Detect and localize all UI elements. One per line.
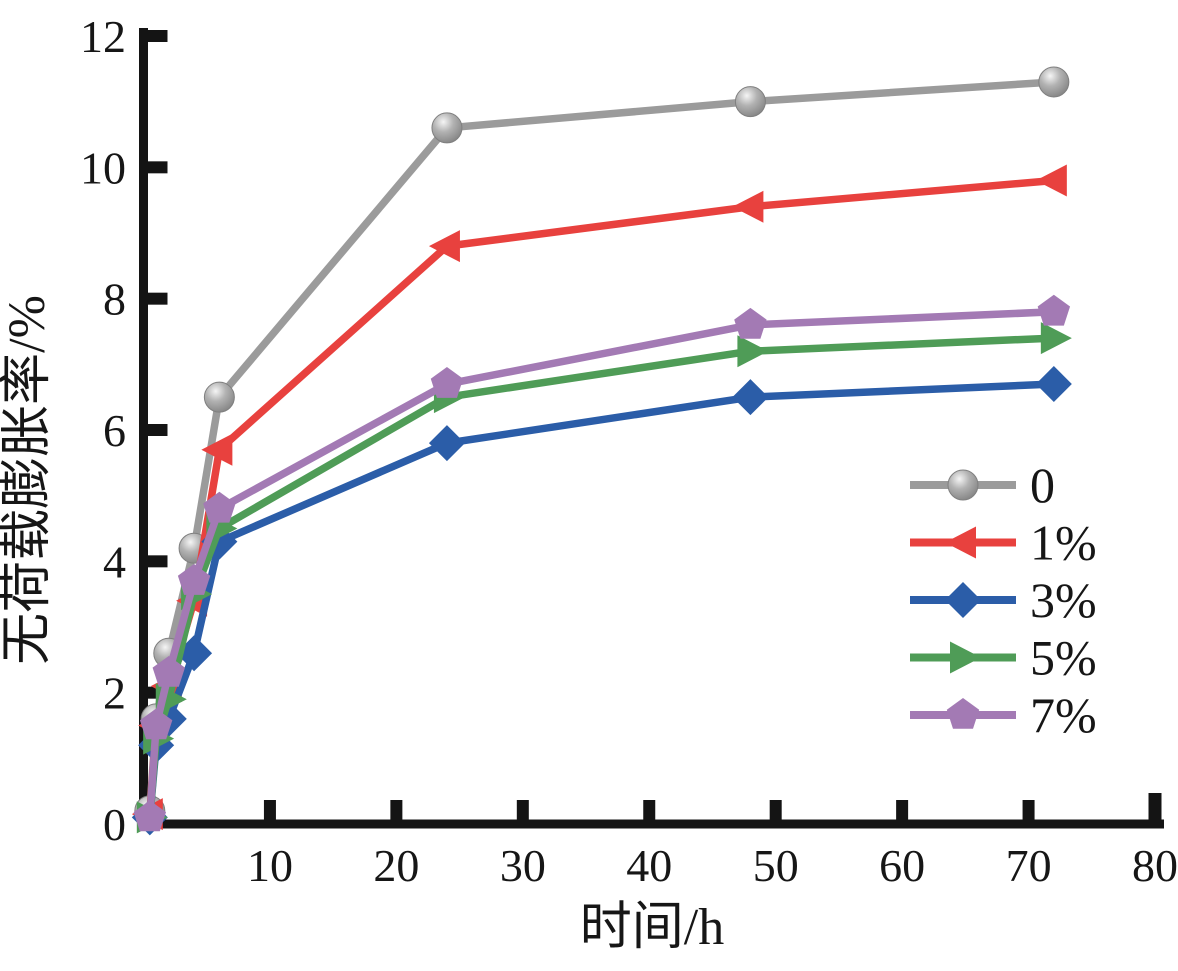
pentagon-marker-icon	[430, 367, 464, 398]
triangle-right-marker-icon	[1040, 322, 1072, 355]
x-axis-tick	[896, 800, 909, 820]
x-axis-tick	[390, 800, 403, 820]
x-axis-tick	[769, 800, 782, 820]
x-tick-label: 20	[373, 840, 419, 891]
pentagon-marker-icon	[1037, 294, 1071, 326]
triangle-left-marker-icon	[945, 526, 976, 559]
sphere-marker-icon	[947, 469, 979, 501]
diamond-marker-icon	[428, 425, 465, 462]
pentagon-marker-icon	[139, 708, 173, 740]
y-tick-label: 4	[103, 536, 126, 587]
x-axis-tick	[643, 800, 656, 820]
triangle-right-marker-icon	[950, 641, 981, 674]
pentagon-marker-icon	[734, 307, 767, 339]
pentagon-marker-icon	[177, 564, 211, 595]
y-tick-label: 10	[80, 142, 126, 193]
series-7%	[133, 294, 1071, 832]
y-axis-tick	[147, 555, 168, 568]
sphere-marker-icon	[1038, 66, 1070, 98]
pentagon-marker-icon	[133, 800, 167, 832]
x-tick-label: 50	[753, 840, 799, 891]
legend-item-7%: 7%	[910, 687, 1097, 743]
triangle-left-marker-icon	[1035, 164, 1067, 197]
legend-label: 0	[1030, 457, 1055, 513]
axes	[139, 28, 1164, 829]
diamond-marker-icon	[945, 582, 981, 618]
tick-labels: 0 2 4 6 8 10 12 10 20 30 40 50 60 70 80	[80, 11, 1178, 891]
y-axis-tick	[147, 292, 168, 305]
triangle-right-marker-icon	[737, 335, 769, 368]
x-axis-tick	[1022, 800, 1035, 820]
x-tick-label: 70	[1006, 840, 1052, 891]
triangle-left-marker-icon	[732, 190, 764, 223]
diamond-marker-icon	[732, 379, 769, 416]
series-line	[146, 334, 1058, 822]
legend-item-3%: 3%	[910, 572, 1097, 628]
diamond-marker-icon	[1035, 366, 1072, 403]
y-axis-title: 无荷载膨胀率/%	[0, 295, 56, 665]
x-axis-tick	[1148, 793, 1162, 820]
legend: 01%3%5%7%	[910, 457, 1097, 743]
y-tick-label: 0	[103, 799, 126, 850]
triangle-left-marker-icon	[201, 433, 233, 466]
y-tick-label: 6	[103, 405, 126, 456]
y-tick-label: 2	[103, 668, 126, 719]
legend-label: 5%	[1030, 630, 1097, 686]
legend-label: 7%	[1030, 687, 1097, 743]
y-axis-tick	[147, 424, 168, 436]
legend-item-5%: 5%	[910, 630, 1097, 686]
x-axis-title: 时间/h	[580, 899, 724, 956]
legend-item-1%: 1%	[910, 515, 1097, 571]
legend-label: 1%	[1030, 515, 1097, 571]
y-tick-label: 12	[80, 11, 126, 62]
pentagon-marker-icon	[946, 698, 980, 729]
series-line	[146, 176, 1058, 818]
x-tick-label: 10	[247, 840, 293, 891]
sphere-marker-icon	[734, 86, 766, 118]
triangle-left-marker-icon	[428, 230, 460, 263]
pentagon-marker-icon	[203, 491, 236, 523]
legend-label: 3%	[1030, 572, 1097, 628]
x-tick-label: 30	[500, 840, 546, 891]
x-axis-tick	[263, 800, 276, 820]
y-tick-label: 8	[103, 274, 126, 325]
legend-item-0: 0	[910, 457, 1055, 513]
y-axis-tick	[147, 30, 168, 42]
pentagon-marker-icon	[152, 655, 185, 687]
x-tick-label: 40	[626, 840, 672, 891]
y-axis-tick	[147, 161, 168, 174]
sphere-marker-icon	[203, 381, 235, 413]
sphere-marker-icon	[431, 112, 463, 144]
x-axis-tick	[516, 800, 529, 820]
x-tick-label: 60	[879, 840, 925, 891]
x-tick-label: 80	[1132, 840, 1178, 891]
